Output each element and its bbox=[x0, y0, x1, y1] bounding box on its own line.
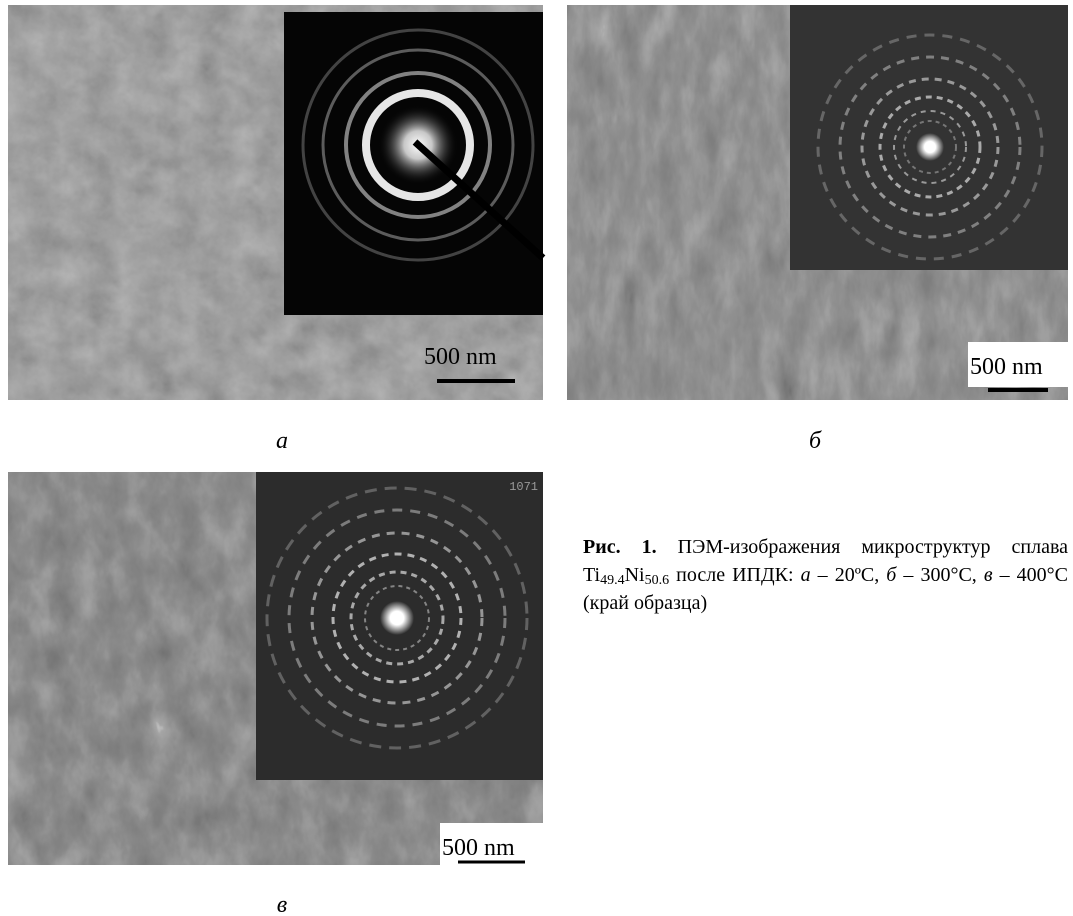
panel-label: а bbox=[276, 428, 288, 454]
page: Figure html, body { margin: 0; padding: … bbox=[0, 0, 1073, 916]
scale-bar-label: 500 nm bbox=[424, 344, 497, 370]
figure-caption: Рис. 1. ПЭМ-изображения микроструктур сп… bbox=[583, 533, 1068, 617]
scale-bar-label: 500 nm bbox=[442, 835, 515, 861]
scale-bar-label: 500 nm bbox=[970, 354, 1043, 380]
caption-subscript: 50.6 bbox=[645, 573, 670, 588]
central-beam bbox=[380, 601, 414, 635]
page-body: {"panels": [ {"label": "а", "scale_bar":… bbox=[0, 0, 1073, 916]
caption-text: Ni bbox=[625, 564, 645, 586]
caption-label: Рис. 1. bbox=[583, 536, 657, 558]
caption-text: после ИПДК: bbox=[669, 564, 801, 586]
caption-panel-ref: б bbox=[886, 564, 896, 586]
caption-panel-ref: в bbox=[984, 564, 993, 586]
caption-subscript: 49.4 bbox=[600, 573, 625, 588]
inset-code: 1071 bbox=[509, 480, 538, 494]
panel-b: 500 nm б bbox=[567, 5, 1068, 454]
panel-label: б bbox=[809, 428, 822, 454]
panel-label: в bbox=[277, 892, 287, 916]
caption-panel-ref: а bbox=[801, 564, 811, 586]
central-beam bbox=[916, 133, 944, 161]
caption-text: – 300°C, bbox=[896, 564, 984, 586]
caption-text: – 20ºC, bbox=[811, 564, 887, 586]
panel-c: 1071 500 nm в bbox=[8, 472, 543, 916]
figure: 500 nm а 500 nm б bbox=[0, 0, 1073, 916]
panel-a: 500 nm а bbox=[8, 5, 543, 454]
